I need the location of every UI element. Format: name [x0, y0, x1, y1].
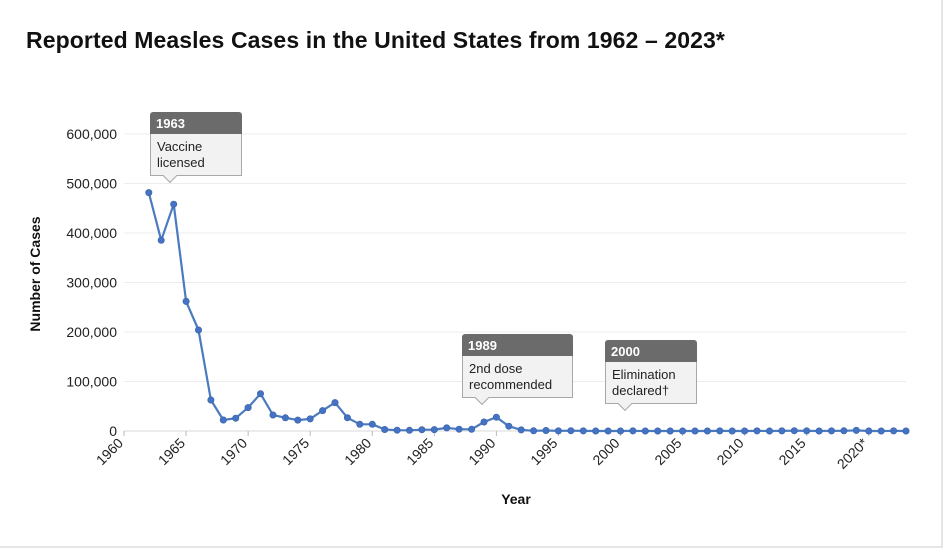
data-point [269, 411, 277, 419]
data-point [567, 427, 575, 435]
data-point [517, 426, 525, 434]
data-point [666, 427, 674, 435]
y-tick-label: 400,000 [66, 225, 117, 241]
data-point [331, 399, 339, 407]
x-tick-label: 2020* [834, 434, 872, 472]
x-tick-label: 1995 [527, 435, 560, 468]
data-point [902, 427, 910, 435]
data-point [716, 427, 724, 435]
data-point [281, 414, 289, 422]
x-axis-label: Year [501, 491, 531, 507]
x-tick-label: 1990 [465, 435, 498, 468]
data-point [430, 426, 438, 434]
data-point [393, 426, 401, 434]
data-point [815, 427, 823, 435]
data-point [232, 414, 240, 422]
data-point [294, 416, 302, 424]
data-point [616, 427, 624, 435]
data-point [827, 427, 835, 435]
data-point [728, 427, 736, 435]
data-point [443, 424, 451, 432]
data-point [405, 426, 413, 434]
data-point [219, 416, 227, 424]
data-point [679, 427, 687, 435]
data-point [852, 426, 860, 434]
data-point [505, 422, 513, 430]
data-point [865, 427, 873, 435]
data-point [629, 427, 637, 435]
x-tick-label: 2000 [589, 435, 622, 468]
data-point [455, 425, 463, 433]
data-point [741, 427, 749, 435]
data-point [306, 415, 314, 423]
data-point [418, 426, 426, 434]
data-point [356, 420, 364, 428]
callout-vaccine-licensed: 1963 Vaccine licensed [150, 112, 242, 176]
callout-second-dose: 1989 2nd dose recommended [462, 334, 573, 398]
data-point [368, 420, 376, 428]
data-point [480, 418, 488, 426]
data-point [244, 404, 252, 412]
data-point [468, 425, 476, 433]
data-point [207, 396, 215, 404]
data-point [145, 189, 153, 197]
data-point [753, 427, 761, 435]
callout-text: Vaccine licensed [150, 134, 242, 176]
callout-text: Elimination declared† [605, 362, 697, 404]
callout-year: 1989 [462, 334, 573, 356]
x-tick-label: 1960 [93, 435, 126, 468]
x-tick-label: 1970 [217, 435, 250, 468]
data-point [157, 236, 165, 244]
y-tick-label: 500,000 [66, 176, 117, 192]
y-axis-label: Number of Cases [27, 216, 43, 331]
data-point [319, 407, 327, 415]
data-point [195, 326, 203, 334]
data-point [840, 427, 848, 435]
x-tick-label: 2015 [775, 435, 808, 468]
data-point [492, 413, 500, 421]
y-tick-label: 200,000 [66, 324, 117, 340]
callout-text: 2nd dose recommended [462, 356, 573, 398]
data-point [542, 426, 550, 434]
data-point [890, 427, 898, 435]
data-point [703, 427, 711, 435]
data-point [256, 390, 264, 398]
x-tick-label: 2005 [651, 435, 684, 468]
callout-year: 2000 [605, 340, 697, 362]
callout-year: 1963 [150, 112, 242, 134]
chart-title: Reported Measles Cases in the United Sta… [26, 27, 725, 53]
data-point [170, 200, 178, 208]
data-point [182, 297, 190, 305]
data-point [554, 427, 562, 435]
x-tick-label: 1975 [279, 435, 312, 468]
data-point [641, 427, 649, 435]
data-point [592, 427, 600, 435]
data-point [803, 427, 811, 435]
data-point [530, 427, 538, 435]
data-point [765, 427, 773, 435]
data-point [343, 414, 351, 422]
callout-elimination-declared: 2000 Elimination declared† [605, 340, 697, 404]
data-point [381, 425, 389, 433]
data-point [654, 427, 662, 435]
x-tick-label: 1965 [155, 435, 188, 468]
data-point [778, 427, 786, 435]
series-measles-cases [145, 189, 910, 435]
data-point [691, 427, 699, 435]
y-tick-label: 600,000 [66, 126, 117, 142]
y-tick-label: 0 [109, 423, 117, 439]
y-tick-label: 300,000 [66, 275, 117, 291]
x-tick-label: 1980 [341, 435, 374, 468]
data-point [790, 427, 798, 435]
x-tick-label: 2010 [713, 435, 746, 468]
data-point [604, 427, 612, 435]
y-tick-label: 100,000 [66, 374, 117, 390]
x-tick-label: 1985 [403, 435, 436, 468]
data-point [877, 427, 885, 435]
data-point [579, 427, 587, 435]
